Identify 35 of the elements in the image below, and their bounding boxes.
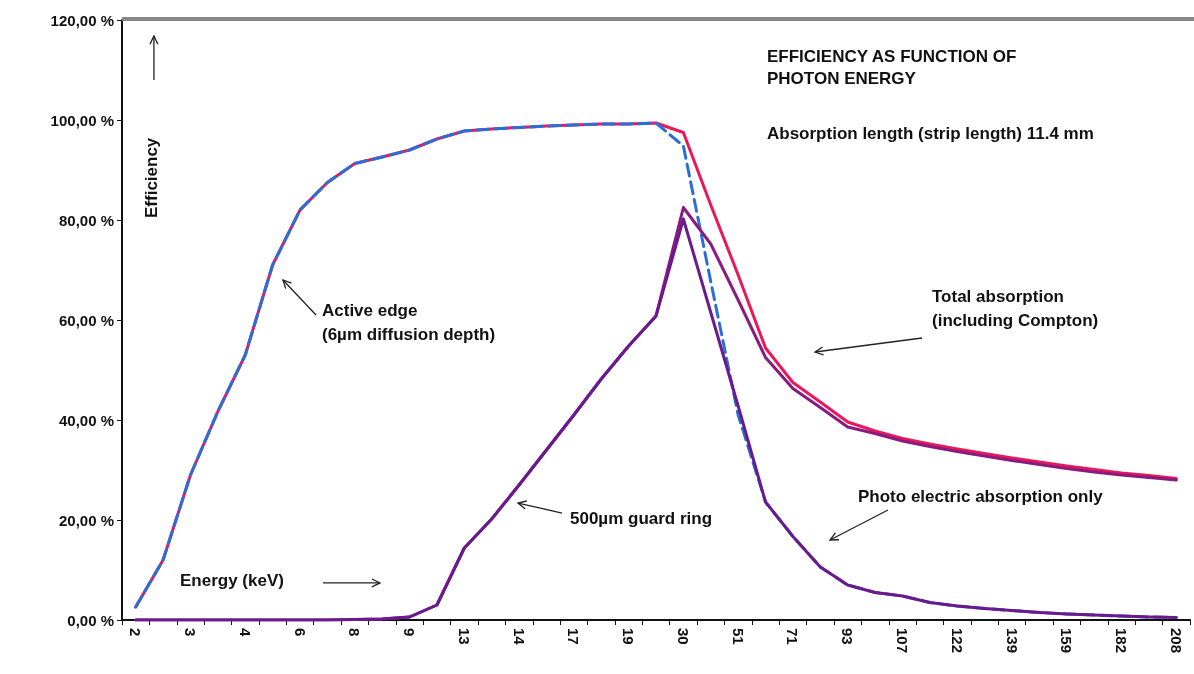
x-tick-label: 14 (510, 628, 528, 646)
x-tick-label: 13 (455, 628, 473, 645)
x-axis-title: Energy (keV) (180, 571, 284, 590)
x-tick-label: 71 (784, 628, 802, 645)
x-tick-label: 3 (181, 628, 199, 637)
x-tick-label: 17 (565, 628, 583, 645)
x-tick-label: 182 (1113, 628, 1131, 654)
y-tick-label: 40,00 % (58, 411, 114, 429)
x-tick-label: 208 (1167, 628, 1185, 654)
x-tick-label: 159 (1058, 628, 1076, 654)
x-tick-label: 139 (1003, 628, 1021, 654)
y-tick-label: 100,00 % (50, 111, 114, 129)
x-tick-label: 8 (346, 628, 364, 637)
x-tick-label: 9 (401, 628, 419, 637)
annotation: Active edge (6µm diffusion depth) (322, 300, 496, 344)
y-tick-label: 120,00 % (50, 11, 114, 29)
y-axis-title: Efficiency (142, 137, 161, 218)
x-tick-label: 30 (674, 628, 692, 645)
x-tick-label: 93 (839, 628, 857, 645)
x-tick-label: 2 (127, 628, 145, 637)
x-tick-label: 51 (729, 628, 747, 645)
y-tick-label: 20,00 % (58, 511, 114, 529)
annotation: Total absorption (including Compton) (932, 286, 1099, 330)
y-tick-label: 60,00 % (58, 311, 114, 329)
y-tick-label: 0,00 % (67, 611, 114, 629)
x-tick-label: 6 (291, 628, 309, 637)
text: EFFICIENCY AS FUNCTION OF PHOTON ENERGY (767, 46, 1022, 88)
text: Absorption length (strip length) 11.4 mm (767, 124, 1094, 143)
y-tick-label: 80,00 % (58, 211, 114, 229)
x-tick-label: 122 (948, 628, 966, 654)
annotation: 500µm guard ring (570, 508, 713, 528)
x-tick-label: 19 (620, 628, 638, 645)
x-tick-label: 4 (236, 628, 254, 637)
x-tick-label: 107 (893, 628, 911, 654)
annotation: Photo electric absorption only (858, 486, 1104, 506)
